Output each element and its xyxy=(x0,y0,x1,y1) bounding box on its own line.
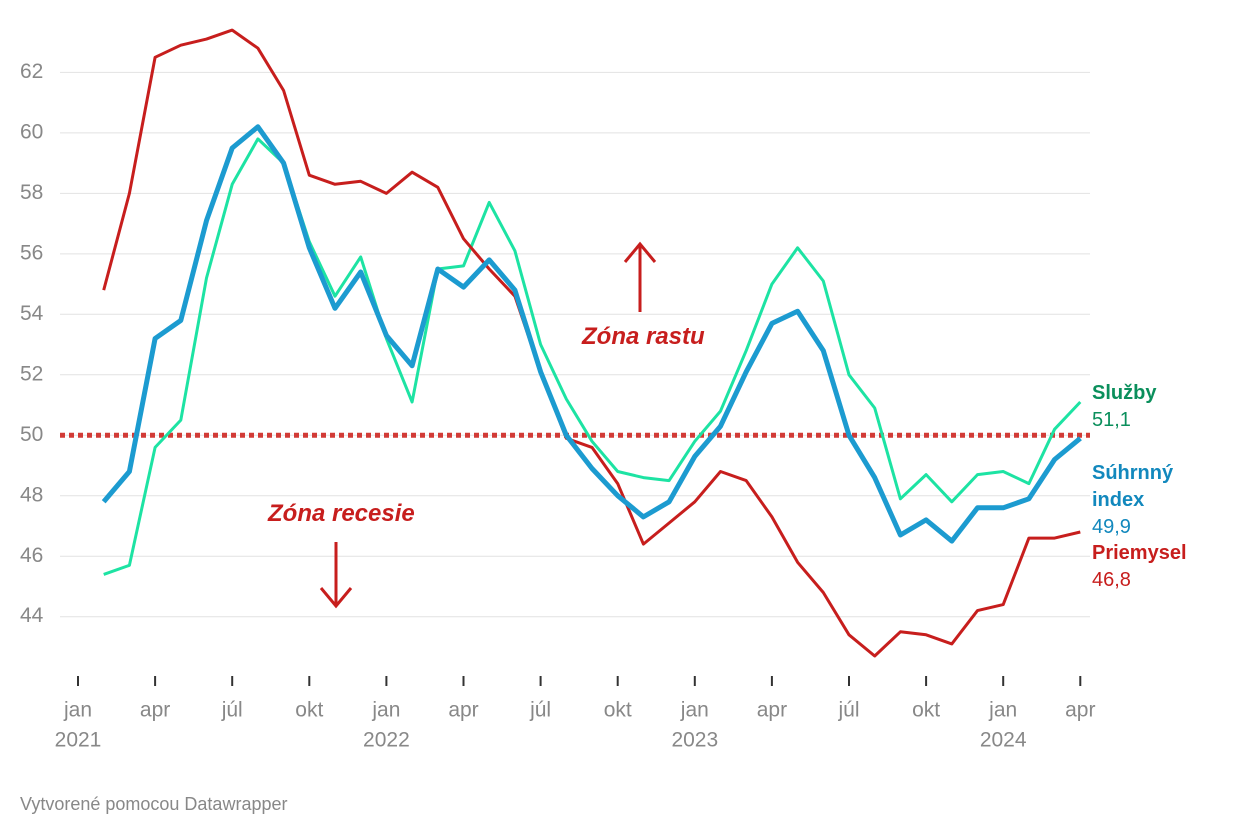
series-line xyxy=(102,28,1081,658)
x-tick-label: okt xyxy=(912,699,940,722)
value-label: 46,8 xyxy=(1092,569,1131,591)
x-tick-label: júl xyxy=(529,699,551,722)
y-tick-label: 44 xyxy=(20,604,44,627)
arrow-head xyxy=(319,587,353,609)
x-tick-label: apr xyxy=(448,699,478,722)
y-tick-label: 56 xyxy=(20,241,43,264)
y-tick-label: 58 xyxy=(20,181,43,204)
y-tick-label: 52 xyxy=(20,362,43,385)
value-label: 49,9 xyxy=(1092,516,1131,538)
x-tick-label: okt xyxy=(295,699,323,722)
x-year-label: 2023 xyxy=(671,729,718,752)
x-tick-label: jan xyxy=(680,699,709,722)
footer: Vytvorené pomocou Datawrapper xyxy=(20,794,288,814)
y-tick-label: 62 xyxy=(20,60,43,83)
x-tick-label: jan xyxy=(371,699,400,722)
end-label: Súhrnný index 49,9 xyxy=(1092,460,1192,541)
y-tick-label: 48 xyxy=(20,483,43,506)
x-tick-label: júl xyxy=(837,699,859,722)
series-name: Priemysel xyxy=(1092,542,1187,564)
x-tick-label: apr xyxy=(1065,699,1095,722)
end-label: Služby 51,1 xyxy=(1092,380,1222,434)
series-line xyxy=(101,124,1082,544)
annotation: Zóna recesie xyxy=(268,500,415,527)
end-label: Priemysel 46,8 xyxy=(1092,540,1222,594)
x-year-label: 2022 xyxy=(363,729,410,752)
series-name: Súhrnný index xyxy=(1092,462,1174,511)
value-label: 51,1 xyxy=(1092,409,1131,431)
y-tick-label: 54 xyxy=(20,302,44,325)
x-tick-label: jan xyxy=(63,699,92,722)
x-tick-label: apr xyxy=(757,699,787,722)
arrow-head xyxy=(623,241,657,263)
x-year-label: 2024 xyxy=(980,729,1027,752)
x-tick-label: jan xyxy=(988,699,1017,722)
annotation: Zóna rastu xyxy=(582,323,705,350)
y-tick-label: 50 xyxy=(20,423,43,446)
series-line xyxy=(103,137,1082,576)
y-tick-label: 46 xyxy=(20,544,43,567)
x-tick-label: okt xyxy=(604,699,632,722)
x-year-label: 2021 xyxy=(55,729,102,752)
x-tick-label: apr xyxy=(140,699,170,722)
x-tick-label: júl xyxy=(221,699,243,722)
y-tick-label: 60 xyxy=(20,120,43,143)
series-name: Služby xyxy=(1092,382,1157,404)
